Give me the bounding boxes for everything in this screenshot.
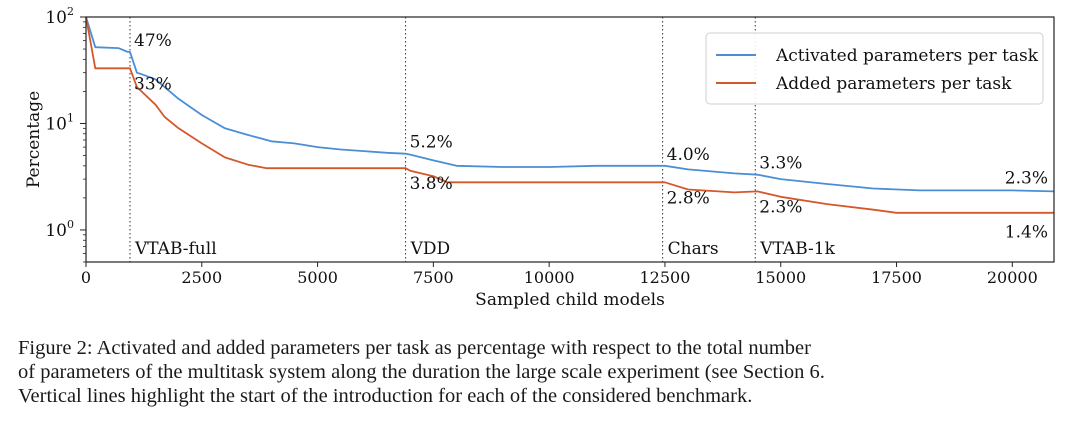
annotation-1: 33%	[134, 74, 172, 94]
annotation-3: 3.8%	[410, 174, 453, 194]
legend-label-0: Activated parameters per task	[775, 46, 1039, 66]
annotations: 47% 33% 5.2% 3.8% 4.0% 2.8% 3.3% 2.3% 2.3% 1.4%	[134, 31, 1048, 242]
annotation-7: 2.3%	[759, 197, 802, 217]
annotation-5: 2.8%	[667, 188, 710, 208]
x-tick-label-6: 15000	[755, 268, 806, 287]
x-tick-label-8: 20000	[987, 268, 1038, 287]
vertical-lines: VTAB-full VDD Chars VTAB-1k	[129, 17, 836, 262]
annotation-6: 3.3%	[759, 154, 802, 174]
vline-label-1: VDD	[410, 239, 451, 259]
vline-label-3: VTAB-1k	[759, 239, 835, 259]
y-tick-label-2: 102	[45, 5, 74, 28]
axis-ticks: 0 2500 5000 7500 10000 12500 15000 17500 20000 10…	[45, 5, 1037, 287]
legend: Activated parameters per task Added param…	[705, 32, 1044, 105]
figure-caption: Figure 2: Activated and added parameters…	[18, 336, 1068, 408]
chart: VTAB-full VDD Chars VTAB-1k 0 2500 5000 7500 10…	[24, 5, 1055, 310]
annotation-8: 2.3%	[1005, 168, 1048, 188]
x-axis-label: Sampled child models	[475, 290, 665, 310]
series-line-0	[85, 16, 1055, 193]
y-axis-label: Percentage	[24, 91, 44, 188]
x-tick-label-1: 2500	[181, 268, 222, 287]
series-lines	[85, 16, 1055, 214]
series-line-1	[85, 16, 1054, 214]
x-tick-label-2: 5000	[297, 268, 338, 287]
annotation-9: 1.4%	[1005, 222, 1048, 242]
legend-box	[705, 32, 1044, 105]
annotation-4: 4.0%	[667, 145, 710, 165]
legend-label-1: Added parameters per task	[775, 74, 1012, 94]
caption-line-3: Vertical lines highlight the start of th…	[18, 385, 753, 407]
x-tick-label-7: 17500	[871, 268, 922, 287]
axes-frame	[85, 16, 1055, 263]
x-tick-label-3: 7500	[413, 268, 454, 287]
x-tick-label-5: 12500	[639, 268, 690, 287]
vline-label-0: VTAB-full	[134, 239, 217, 259]
vline-label-2: Chars	[668, 239, 719, 259]
x-tick-label-0: 0	[81, 268, 91, 287]
y-tick-label-1: 101	[45, 111, 74, 134]
annotation-0: 47%	[134, 31, 172, 51]
caption-line-2: of parameters of the multitask system al…	[18, 361, 825, 383]
x-tick-label-4: 10000	[524, 268, 575, 287]
caption-line-1: Figure 2: Activated and added parameters…	[18, 337, 811, 359]
annotation-2: 5.2%	[410, 133, 453, 153]
y-tick-label-0: 100	[45, 218, 74, 241]
